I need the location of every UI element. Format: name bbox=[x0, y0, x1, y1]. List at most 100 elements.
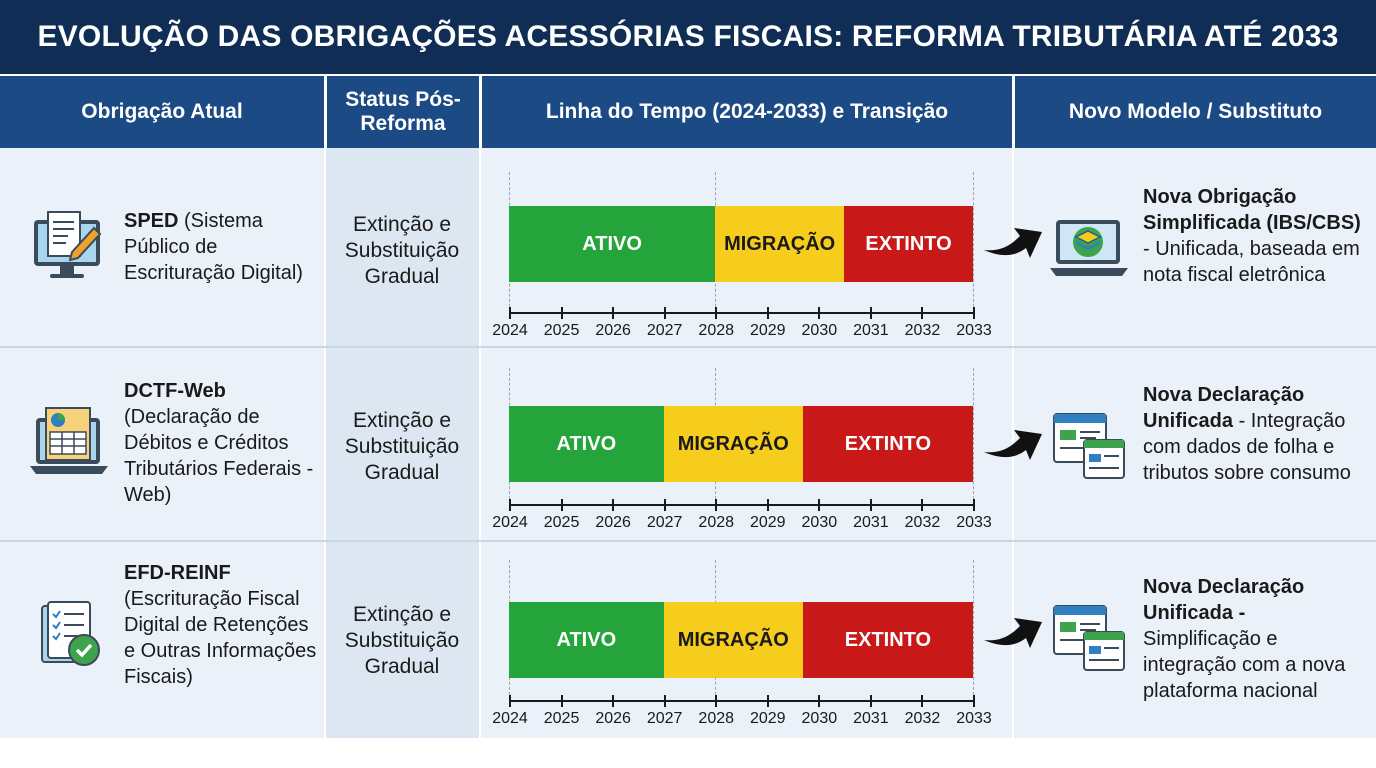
timeline-tick bbox=[818, 307, 821, 319]
phase-active-bar: ATIVO bbox=[509, 602, 664, 678]
timeline-guide-line bbox=[973, 172, 974, 312]
arrow-right-icon bbox=[984, 228, 1042, 258]
timeline-tick bbox=[560, 307, 563, 319]
header-status: Status Pós-Reforma bbox=[345, 87, 461, 135]
timeline-tick bbox=[612, 307, 615, 319]
phase-migration-bar: MIGRAÇÃO bbox=[663, 406, 803, 482]
timeline-year-label: 2029 bbox=[749, 322, 786, 339]
status-text: Extinção e Substituição Gradual bbox=[344, 603, 460, 678]
header-current-obligation: Obrigação Atual bbox=[81, 99, 243, 123]
timeline-tick bbox=[766, 695, 769, 707]
timeline-year-label: 2032 bbox=[904, 322, 941, 339]
timeline-year-label: 2024 bbox=[492, 514, 528, 531]
obligation-name: DCTF-Web (Declaração de Débitos e Crédit… bbox=[124, 380, 314, 506]
timeline: ATIVO MIGRAÇÃO EXTINTO 2024 2025 2026 2027 2028… bbox=[482, 148, 1012, 346]
timeline-tick bbox=[921, 499, 924, 511]
phase-extinct-bar: EXTINTO bbox=[802, 602, 973, 678]
timeline-year-label: 2026 bbox=[595, 710, 631, 727]
timeline-year-label: 2024 bbox=[492, 710, 528, 727]
timeline: ATIVO MIGRAÇÃO EXTINTO 2024 2025 2026 2027 2028… bbox=[482, 542, 1012, 738]
timeline-year-label: 2030 bbox=[801, 322, 838, 339]
timeline-tick bbox=[869, 499, 872, 511]
timeline-year-label: 2030 bbox=[801, 514, 838, 531]
timeline-year-label: 2029 bbox=[749, 514, 786, 531]
status-text: Extinção e Substituição Gradual bbox=[344, 409, 460, 484]
timeline-tick bbox=[766, 307, 769, 319]
timeline-tick bbox=[663, 499, 666, 511]
timeline-tick bbox=[560, 499, 563, 511]
header-new-model: Novo Modelo / Substituto bbox=[1068, 99, 1323, 123]
timeline-tick bbox=[715, 499, 718, 511]
timeline-tick bbox=[509, 307, 511, 319]
timeline-year-label: 2033 bbox=[956, 322, 992, 339]
timeline-tick bbox=[715, 695, 718, 707]
phase-extinct-bar: EXTINTO bbox=[844, 206, 973, 282]
timeline-year-label: 2030 bbox=[801, 710, 838, 727]
timeline-year-label: 2027 bbox=[646, 710, 683, 727]
timeline-tick bbox=[818, 499, 821, 511]
timeline-tick bbox=[663, 307, 666, 319]
new-model-text: Nova Declaração Unificada - Integração c… bbox=[1143, 384, 1351, 484]
arrow-right-icon bbox=[984, 430, 1042, 460]
page-title: EVOLUÇÃO DAS OBRIGAÇÕES ACESSÓRIAS FISCA… bbox=[0, 0, 1376, 74]
timeline-year-label: 2028 bbox=[698, 710, 735, 727]
timeline-tick bbox=[612, 499, 615, 511]
timeline: ATIVO MIGRAÇÃO EXTINTO 2024 2025 2026 2027 2028… bbox=[482, 348, 1012, 540]
new-model-text: Nova Obrigação Simplificada (IBS/CBS) - … bbox=[1143, 186, 1361, 286]
table-header: Obrigação Atual Status Pós-Reforma Linha… bbox=[0, 76, 1376, 148]
timeline-year-label: 2026 bbox=[595, 514, 631, 531]
timeline-tick bbox=[973, 307, 975, 319]
table-row: EFD-REINF (Escrituração Fiscal Digital d… bbox=[0, 542, 1376, 738]
phase-extinct-bar: EXTINTO bbox=[802, 406, 973, 482]
timeline-year-label: 2032 bbox=[904, 514, 941, 531]
timeline-tick bbox=[509, 695, 511, 707]
header-timeline: Linha do Tempo (2024-2033) e Transição bbox=[545, 99, 949, 123]
timeline-tick bbox=[921, 307, 924, 319]
timeline-axis bbox=[509, 504, 975, 506]
timeline-axis bbox=[509, 700, 975, 702]
phase-active-bar: ATIVO bbox=[509, 206, 716, 282]
table-row: SPED (Sistema Público de Escrituração Di… bbox=[0, 148, 1376, 346]
timeline-year-label: 2029 bbox=[749, 710, 786, 727]
arrow-right-icon bbox=[984, 618, 1042, 648]
timeline-tick bbox=[663, 695, 666, 707]
timeline-tick bbox=[560, 695, 563, 707]
timeline-year-label: 2033 bbox=[956, 514, 992, 531]
phase-migration-bar: MIGRAÇÃO bbox=[663, 602, 803, 678]
computer-edit-document-icon bbox=[34, 211, 102, 278]
obligation-name: EFD-REINF (Escrituração Fiscal Digital d… bbox=[124, 562, 317, 688]
timeline-year-label: 2027 bbox=[646, 322, 683, 339]
status-text: Extinção e Substituição Gradual bbox=[344, 213, 460, 288]
timeline-guide-line bbox=[973, 560, 974, 700]
timeline-year-label: 2025 bbox=[543, 514, 580, 531]
new-model-text: Nova Declaração Unificada - Simplificaçã… bbox=[1143, 576, 1346, 702]
phase-migration-bar: MIGRAÇÃO bbox=[715, 206, 845, 282]
timeline-year-label: 2025 bbox=[543, 710, 580, 727]
timeline-tick bbox=[766, 499, 769, 511]
timeline-year-label: 2024 bbox=[492, 322, 528, 339]
timeline-year-label: 2026 bbox=[595, 322, 631, 339]
timeline-tick bbox=[509, 499, 511, 511]
timeline-year-label: 2031 bbox=[853, 710, 889, 727]
timeline-tick bbox=[818, 695, 821, 707]
timeline-year-label: 2027 bbox=[646, 514, 683, 531]
obligation-name: SPED (Sistema Público de Escrituração Di… bbox=[124, 210, 303, 284]
timeline-tick bbox=[921, 695, 924, 707]
timeline-tick bbox=[973, 695, 975, 707]
checklist-document-icon bbox=[41, 601, 100, 666]
timeline-axis bbox=[509, 312, 975, 314]
phase-active-bar: ATIVO bbox=[509, 406, 664, 482]
timeline-year-label: 2025 bbox=[543, 322, 580, 339]
browser-windows-icon bbox=[1053, 413, 1125, 479]
table-row: DCTF-Web (Declaração de Débitos e Crédit… bbox=[0, 348, 1376, 540]
timeline-year-label: 2031 bbox=[853, 322, 889, 339]
laptop-layers-icon bbox=[1050, 220, 1128, 276]
timeline-guide-line bbox=[973, 368, 974, 504]
timeline-tick bbox=[973, 499, 975, 511]
timeline-year-label: 2031 bbox=[853, 514, 889, 531]
timeline-tick bbox=[869, 695, 872, 707]
timeline-year-label: 2028 bbox=[698, 322, 735, 339]
timeline-tick bbox=[869, 307, 872, 319]
timeline-year-label: 2028 bbox=[698, 514, 735, 531]
laptop-spreadsheet-icon bbox=[30, 407, 108, 474]
